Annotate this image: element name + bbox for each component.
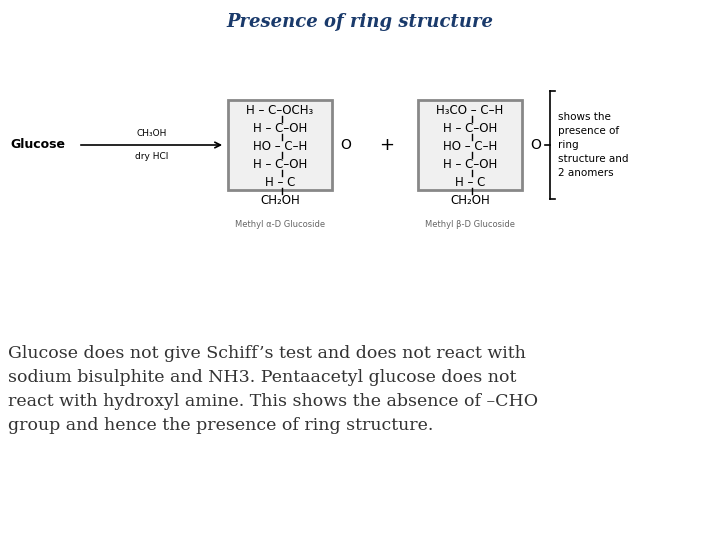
Text: shows the
presence of
ring
structure and
2 anomers: shows the presence of ring structure and…	[558, 112, 629, 178]
Text: H – C–OH: H – C–OH	[443, 122, 497, 134]
Text: HO – C–H: HO – C–H	[253, 139, 307, 152]
Text: CH₂OH: CH₂OH	[260, 193, 300, 206]
Text: H – C–OCH₃: H – C–OCH₃	[246, 104, 314, 117]
Text: Methyl β-D Glucoside: Methyl β-D Glucoside	[425, 220, 515, 229]
Text: Presence of ring structure: Presence of ring structure	[227, 13, 493, 31]
Text: Glucose: Glucose	[10, 138, 65, 152]
Text: H₃CO – C–H: H₃CO – C–H	[436, 104, 503, 117]
Text: dry HCl: dry HCl	[135, 152, 168, 161]
Text: H – C–OH: H – C–OH	[253, 158, 307, 171]
Text: Glucose does not give Schiff’s test and does not react with
sodium bisulphite an: Glucose does not give Schiff’s test and …	[8, 345, 538, 435]
Text: CH₂OH: CH₂OH	[450, 193, 490, 206]
Text: H – C–OH: H – C–OH	[253, 122, 307, 134]
Text: H – C: H – C	[265, 176, 295, 188]
Bar	[228, 100, 332, 190]
Text: H – C: H – C	[455, 176, 485, 188]
Text: H – C–OH: H – C–OH	[443, 158, 497, 171]
Text: CH₃OH: CH₃OH	[136, 129, 167, 138]
Text: O: O	[531, 138, 541, 152]
Text: Methyl α-D Glucoside: Methyl α-D Glucoside	[235, 220, 325, 229]
Bar	[418, 100, 522, 190]
Text: +: +	[379, 136, 395, 154]
Text: O: O	[341, 138, 351, 152]
Text: HO – C–H: HO – C–H	[443, 139, 497, 152]
